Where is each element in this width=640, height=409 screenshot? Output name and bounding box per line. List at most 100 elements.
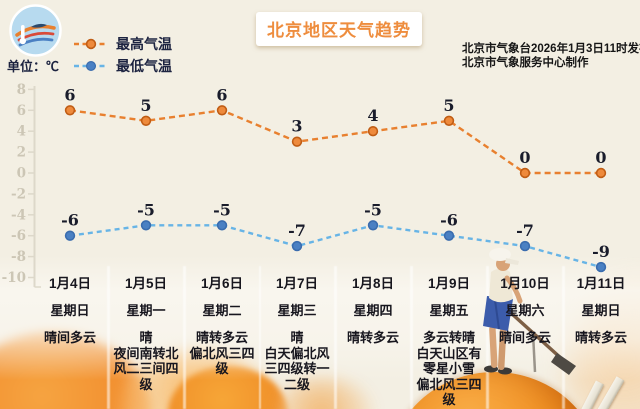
high-temp-point (367, 125, 379, 137)
chart-legend: 最高气温 最低气温 (73, 33, 172, 77)
date-label: 1月11日 (576, 276, 626, 291)
weather-bureau-logo-icon (9, 4, 62, 57)
low-temp-value-label: -5 (213, 200, 231, 219)
forecast-column: 1月10日星期六晴间多云 (488, 272, 562, 346)
leg (497, 327, 507, 370)
weather-description: 晴转多云 (574, 330, 627, 345)
column-separator (258, 266, 261, 409)
date-label: 1月8日 (351, 276, 395, 291)
weekday-label: 星期六 (505, 303, 545, 318)
legend-label-low: 最低气温 (116, 57, 172, 74)
weekday-label: 星期四 (353, 303, 393, 318)
high-temp-value-label: 6 (64, 85, 75, 104)
date-label: 1月6日 (200, 276, 244, 291)
weather-description: 偏北风三四级 (189, 345, 255, 377)
weather-description: 晴转多云 (195, 330, 248, 345)
forecast-column: 1月9日 星期五 多云转晴 白天山区有零星小雪 偏北风三四级 (412, 272, 486, 408)
leg (489, 325, 498, 368)
weekday-label: 星期日 (581, 303, 621, 318)
forecast-column: 1月5日 星期一晴夜间南转北风二三间四级 (109, 272, 183, 392)
producer-line: 北京市气象服务中心制作 (462, 56, 589, 69)
weather-description: 偏北风三四级 (416, 376, 482, 408)
high-temp-value-label: 4 (367, 106, 378, 125)
high-temp-value-label: 5 (443, 96, 454, 115)
blue-skirt (483, 296, 513, 331)
issued-line: 北京市气象台2026年1月3日11时发布 (462, 43, 640, 55)
high-temp-point (443, 115, 455, 127)
high-temp-line (69, 109, 601, 175)
legend-label-high: 最高气温 (116, 35, 172, 52)
y-axis-tick-label: 8 (17, 82, 26, 98)
column-separator (486, 266, 489, 409)
low-temp-point (367, 220, 379, 231)
small-stick (531, 332, 537, 373)
forecast-column: 1月8日星期四晴转多云 (336, 272, 410, 346)
column-separator (183, 266, 186, 409)
weekday-label: 星期日 (50, 303, 90, 318)
low-temp-value-label: -5 (137, 200, 155, 219)
weather-description: 晴转多云 (346, 330, 399, 345)
arm (504, 275, 523, 304)
page-title-text: 北京地区天气趋势 (267, 21, 411, 40)
high-temp-value-label: 0 (519, 148, 530, 167)
high-temp-line-sample-icon (74, 38, 108, 49)
low-temp-point (291, 240, 303, 252)
broom-handle (499, 302, 565, 362)
y-axis-tick-label: -2 (11, 186, 26, 202)
low-temp-point (216, 220, 228, 231)
high-temp-point (64, 105, 76, 116)
high-temp-point (216, 105, 228, 116)
high-temp-value-label: 5 (140, 96, 151, 115)
weather-description: 晴间多云 (43, 330, 96, 345)
high-temp-value-label: 0 (595, 148, 606, 167)
low-temp-value-label: -5 (364, 200, 382, 219)
publisher-info: 北京市气象台2026年1月3日11时发布 北京市气象服务中心制作 (462, 43, 640, 70)
y-axis-tick-label: 6 (17, 103, 26, 119)
date-label: 1月9日 (427, 276, 471, 291)
y-axis-tick-label: 0 (17, 166, 26, 182)
high-temp-point (291, 136, 303, 147)
column-separator (334, 266, 337, 409)
low-temp-line-sample-icon (74, 60, 108, 71)
date-label: 1月7日 (275, 276, 319, 291)
weather-description: 夜间南转北风二三间四级 (113, 345, 179, 392)
high-temp-point (595, 167, 607, 179)
low-temp-value-label: -6 (440, 211, 458, 230)
broom-head (551, 353, 576, 375)
y-axis-tick-label: 2 (17, 145, 26, 161)
high-temp-value-label: 6 (216, 85, 227, 104)
skirt-fold (494, 299, 500, 330)
weather-description: 白天偏北风三四级转一二级 (264, 345, 330, 392)
low-temp-value-label: -6 (61, 211, 79, 230)
forecast-column: 1月6日星期二晴转多云 偏北风三四级 (185, 272, 259, 377)
weekday-label: 星期二 (202, 303, 242, 318)
y-axis-tick-label: 4 (17, 124, 26, 140)
weather-description: 晴 (290, 330, 304, 345)
column-separator (107, 266, 110, 409)
low-temp-value-label: -7 (288, 221, 306, 240)
column-separator (562, 266, 565, 409)
high-temp-value-label: 3 (291, 117, 302, 136)
date-label: 1月5日 (124, 276, 168, 291)
weekday-label: 星期一 (126, 303, 166, 318)
legend-item-high: 最高气温 (73, 33, 172, 54)
unit-label: 单位：℃ (7, 59, 60, 74)
weekday-label: 星期三 (277, 303, 317, 318)
forecast-column: 1月7日星期三晴白天偏北风三四级转一二级 (260, 272, 334, 392)
low-temp-point (140, 220, 152, 231)
high-temp-point (519, 167, 531, 179)
column-separator (410, 266, 413, 409)
legend-item-low: 最低气温 (73, 55, 172, 76)
date-label: 1月10日 (500, 276, 550, 291)
weekday-label: 星期五 (429, 303, 469, 318)
y-axis-tick-label: -4 (11, 207, 26, 223)
weather-description: 晴间多云 (498, 330, 551, 345)
weather-description: 多云转晴 (422, 330, 475, 345)
low-temp-point (64, 230, 76, 241)
date-label: 1月4日 (48, 276, 92, 291)
forecast-column: 1月4日星期日晴间多云 (33, 272, 107, 346)
page-title: 北京地区天气趋势 (256, 12, 422, 46)
forecast-column: 1月11日星期日晴转多云 (564, 272, 638, 346)
y-axis-tick-label: -6 (11, 228, 26, 244)
